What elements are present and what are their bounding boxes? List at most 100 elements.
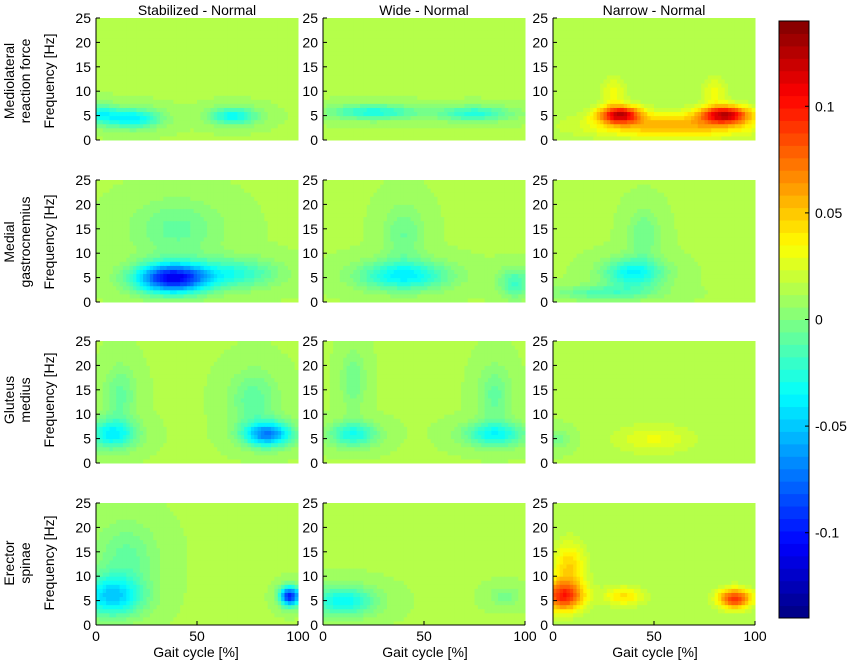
heatmap-cell <box>701 66 705 72</box>
heatmap-cell <box>691 99 695 104</box>
heatmap-cell <box>254 58 259 64</box>
heatmap-cell <box>573 46 578 52</box>
heatmap-cell <box>190 34 195 39</box>
heatmap-cell <box>474 127 479 133</box>
heatmap-cell <box>579 115 584 121</box>
heatmap-cell <box>326 91 331 96</box>
heatmap-cell <box>684 111 689 117</box>
heatmap-cell <box>122 131 127 137</box>
heatmap-cell <box>677 91 682 96</box>
heatmap-cell <box>620 123 625 129</box>
heatmap-cell <box>207 50 211 56</box>
heatmap-cell <box>410 46 415 52</box>
heatmap-cell <box>616 46 621 52</box>
heatmap-cell <box>230 66 235 72</box>
heatmap-cell <box>227 70 232 76</box>
heatmap-cell <box>203 58 208 64</box>
heatmap-cell <box>553 91 557 96</box>
heatmap-cell <box>491 50 496 56</box>
heatmap-cell <box>464 46 469 52</box>
heatmap-cell <box>109 123 114 129</box>
heatmap-cell <box>284 119 289 125</box>
heatmap-cell <box>197 42 201 47</box>
heatmap-cell <box>207 66 211 72</box>
heatmap-cell <box>323 70 327 76</box>
heatmap-cell <box>590 131 594 137</box>
heatmap-cell <box>227 54 232 60</box>
heatmap-cell <box>153 135 158 141</box>
heatmap-cell <box>600 34 604 39</box>
heatmap-cell <box>660 62 665 68</box>
heatmap-cell <box>427 42 432 47</box>
heatmap-cell <box>643 30 648 35</box>
heatmap-cell <box>163 46 168 52</box>
heatmap-cell <box>677 127 682 133</box>
heatmap-cell <box>633 135 638 141</box>
heatmap-cell <box>680 103 685 108</box>
heatmap-cell <box>697 127 702 133</box>
heatmap-cell <box>650 123 655 129</box>
heatmap-cell <box>701 18 705 23</box>
heatmap-cell <box>271 18 275 23</box>
heatmap-cell <box>403 66 408 72</box>
heatmap-cell <box>583 95 588 100</box>
heatmap-cell <box>126 131 131 137</box>
heatmap-cell <box>674 46 679 52</box>
heatmap-cell <box>106 62 110 68</box>
heatmap-cell <box>176 70 181 76</box>
heatmap-cell <box>291 127 296 133</box>
heatmap-cell <box>680 74 685 80</box>
heatmap-cell <box>498 70 502 76</box>
heatmap-cell <box>170 99 174 104</box>
heatmap-cell <box>590 103 594 108</box>
heatmap-cell <box>149 74 154 80</box>
heatmap-cell <box>260 62 265 68</box>
heatmap-cell <box>637 99 642 104</box>
heatmap-cell <box>674 95 679 100</box>
heatmap-cell <box>349 107 354 113</box>
heatmap-cell <box>176 79 181 84</box>
heatmap-cell <box>294 74 299 80</box>
heatmap-cell <box>670 127 675 133</box>
heatmap-cell <box>417 62 422 68</box>
heatmap-cell <box>667 74 672 80</box>
heatmap-cell <box>434 38 438 43</box>
heatmap-cell <box>616 42 621 47</box>
heatmap-cell <box>133 62 137 68</box>
heatmap-cell <box>504 42 509 47</box>
heatmap-cell <box>390 91 395 96</box>
heatmap-cell <box>386 50 391 56</box>
heatmap-cell <box>569 83 574 88</box>
heatmap-cell <box>146 74 151 80</box>
heatmap-cell <box>346 135 351 141</box>
heatmap-cell <box>553 30 557 35</box>
heatmap-cell <box>664 103 668 108</box>
heatmap-cell <box>677 66 682 72</box>
heatmap-cell <box>220 46 225 52</box>
heatmap-cell <box>193 115 198 121</box>
heatmap-cell <box>464 50 469 56</box>
heatmap-cell <box>129 95 134 100</box>
heatmap-cell <box>323 95 327 100</box>
heatmap-cell <box>596 99 601 104</box>
heatmap-cell <box>447 79 452 84</box>
heatmap-cell <box>559 111 564 117</box>
heatmap-cell <box>697 70 702 76</box>
heatmap-cell <box>360 34 364 39</box>
heatmap-cell <box>183 123 188 129</box>
heatmap-cell <box>99 50 104 56</box>
heatmap-cell <box>691 83 695 88</box>
heatmap-cell <box>413 131 418 137</box>
heatmap-cell <box>643 83 648 88</box>
heatmap-cell <box>434 58 438 64</box>
heatmap-cell <box>99 119 104 125</box>
heatmap-cell <box>623 135 628 141</box>
heatmap-cell <box>680 46 685 52</box>
heatmap-cell <box>323 79 327 84</box>
heatmap-cell <box>166 95 171 100</box>
heatmap-cell <box>109 95 114 100</box>
heatmap-cell <box>366 119 371 125</box>
heatmap-cell <box>363 38 368 43</box>
heatmap-cell <box>240 54 245 60</box>
heatmap-cell <box>264 99 269 104</box>
